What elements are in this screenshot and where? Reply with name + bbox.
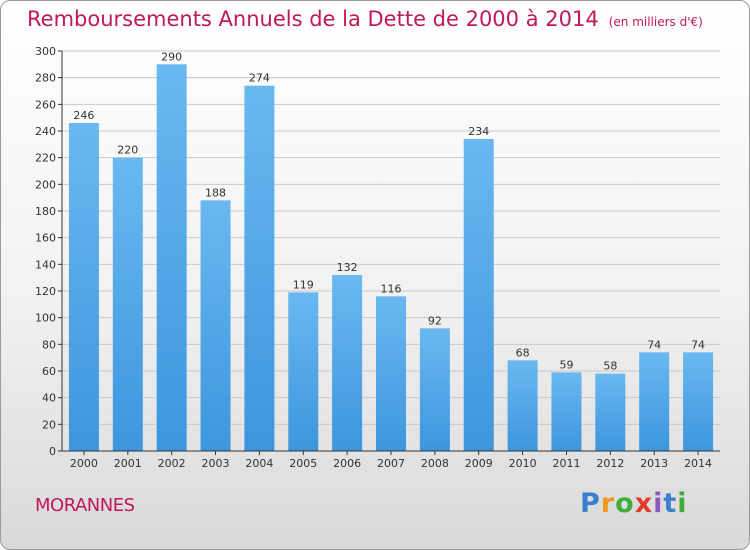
x-tick-label: 2007: [377, 457, 405, 470]
commune-name: MORANNES: [35, 495, 135, 516]
bar: [68, 123, 99, 451]
y-tick-label: 20: [42, 418, 56, 431]
y-tick-label: 100: [35, 312, 56, 325]
y-tick-label: 200: [35, 178, 56, 191]
x-tick-label: 2012: [596, 457, 624, 470]
unit-note: (en milliers d'€): [608, 15, 703, 29]
y-tick-label: 60: [42, 365, 56, 378]
bar: [156, 64, 187, 452]
brand-logo-letter: r: [600, 488, 616, 519]
y-tick-label: 140: [35, 258, 56, 271]
x-tick-label: 2013: [640, 457, 668, 470]
brand-logo: Proxiti: [580, 488, 688, 519]
brand-logo-letter: i: [653, 488, 664, 519]
y-tick-label: 220: [35, 152, 56, 165]
brand-logo-letter: P: [580, 488, 601, 519]
x-tick-label: 2005: [289, 457, 317, 470]
y-tick-label: 80: [42, 338, 56, 351]
x-tick-label: 2002: [158, 457, 186, 470]
y-tick-label: 240: [35, 125, 56, 138]
chart-title: Remboursements Annuels de la Dette de 20…: [27, 7, 703, 31]
bar: [507, 360, 538, 451]
bar: [200, 200, 231, 451]
x-tick-label: 2008: [421, 457, 449, 470]
x-tick-label: 2011: [552, 457, 580, 470]
value-label: 59: [559, 358, 573, 371]
bar: [332, 275, 363, 451]
brand-logo-letter: o: [615, 488, 635, 519]
value-label: 188: [205, 186, 226, 199]
bar: [551, 372, 582, 451]
x-tick-label: 2000: [70, 457, 98, 470]
x-tick-label: 2014: [684, 457, 712, 470]
value-label: 58: [603, 360, 617, 373]
value-label: 92: [428, 314, 442, 327]
bar: [683, 352, 714, 451]
y-tick-label: 280: [35, 72, 56, 85]
x-tick-label: 2009: [465, 457, 493, 470]
brand-logo-letter: x: [634, 488, 654, 519]
y-tick-label: 0: [49, 445, 56, 458]
value-label: 132: [337, 261, 358, 274]
bar: [595, 373, 626, 451]
chart-title-text: Remboursements Annuels de la Dette de 20…: [27, 7, 599, 31]
value-label: 119: [293, 278, 314, 291]
y-tick-label: 260: [35, 98, 56, 111]
bar: [288, 292, 319, 451]
brand-logo-letter: i: [677, 488, 688, 519]
x-tick-label: 2003: [202, 457, 230, 470]
y-tick-label: 180: [35, 205, 56, 218]
y-tick-label: 300: [35, 45, 56, 58]
value-label: 74: [691, 338, 705, 351]
value-label: 246: [73, 109, 94, 122]
value-label: 290: [161, 50, 182, 63]
value-label: 274: [249, 72, 270, 85]
x-tick-label: 2006: [333, 457, 361, 470]
value-label: 234: [468, 125, 489, 138]
value-label: 116: [381, 282, 402, 295]
value-label: 220: [117, 144, 138, 157]
bar: [244, 85, 275, 452]
bar: [376, 296, 406, 451]
bar: [639, 352, 670, 451]
brand-logo-letter: t: [663, 488, 678, 519]
value-label: 74: [647, 338, 661, 351]
bar: [419, 328, 450, 451]
x-tick-label: 2010: [509, 457, 537, 470]
y-tick-label: 160: [35, 232, 56, 245]
value-label: 68: [516, 346, 530, 359]
y-tick-label: 120: [35, 285, 56, 298]
bar: [112, 157, 143, 451]
bar: [463, 139, 494, 451]
y-tick-label: 40: [42, 392, 56, 405]
x-tick-label: 2004: [245, 457, 273, 470]
x-tick-label: 2001: [114, 457, 142, 470]
